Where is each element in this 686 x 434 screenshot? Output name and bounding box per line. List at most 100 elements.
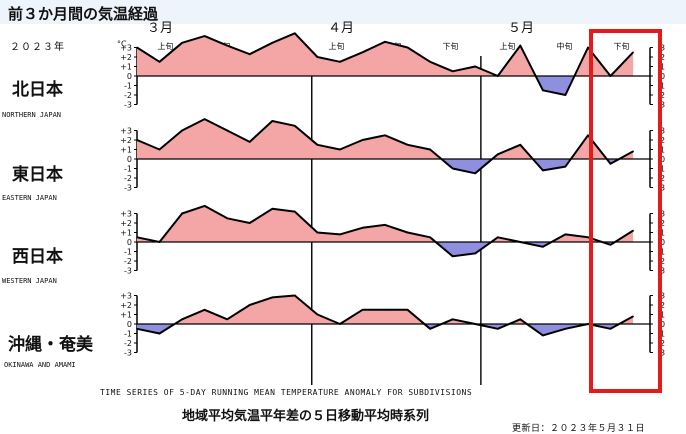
- data-point: [429, 236, 431, 239]
- y-tick-label: +2: [120, 53, 132, 62]
- data-point: [294, 125, 296, 127]
- right-tick-label: 1: [660, 248, 665, 257]
- data-point: [474, 65, 477, 68]
- data-point: [316, 56, 319, 58]
- data-point: [248, 222, 251, 224]
- region-name-en: EASTERN JAPAN: [2, 194, 57, 202]
- title-bar: 前３か月間の気温経過: [0, 0, 686, 24]
- data-point: [339, 233, 341, 236]
- right-tick-label: 3: [660, 267, 665, 276]
- period-label: 下旬: [443, 41, 459, 51]
- data-point: [474, 252, 477, 255]
- highlight-box: [589, 29, 662, 393]
- right-tick-label: 1: [660, 330, 665, 339]
- data-point: [226, 129, 228, 132]
- positive-anomaly-area: [137, 205, 436, 242]
- positive-anomaly-area: [570, 135, 607, 159]
- data-point: [181, 318, 183, 321]
- data-point: [632, 51, 634, 54]
- updated-date: 更新日：２０２３年５月３１日: [512, 424, 646, 434]
- data-point: [406, 231, 409, 234]
- y-tick-label: -3: [124, 184, 132, 193]
- region-name-ja: 東日本: [12, 164, 63, 185]
- right-tick-label: 2: [660, 136, 665, 145]
- negative-anomaly-area: [532, 159, 571, 171]
- page-title: 前３か月間の気温経過: [8, 5, 159, 23]
- data-point: [361, 139, 364, 141]
- right-tick-label: 1: [660, 82, 665, 91]
- data-point: [542, 334, 544, 337]
- data-point: [542, 246, 544, 248]
- data-point: [384, 134, 386, 137]
- right-tick-label: 2: [660, 339, 665, 348]
- data-point: [587, 46, 589, 49]
- data-point: [203, 205, 206, 207]
- right-tick-label: 3: [660, 127, 665, 136]
- negative-anomaly-area: [441, 159, 493, 174]
- data-point: [474, 323, 477, 325]
- positive-anomaly-area: [137, 119, 442, 159]
- right-tick-label: 3: [660, 101, 665, 110]
- data-point: [271, 120, 274, 122]
- region-name-ja: 西日本: [12, 246, 63, 267]
- month-label: ３月: [147, 21, 173, 36]
- data-point: [632, 315, 634, 318]
- y-tick-label: +2: [120, 136, 132, 145]
- data-point: [429, 61, 431, 63]
- data-point: [181, 129, 183, 132]
- month-label: ５月: [508, 21, 534, 36]
- y-tick-label: 0: [127, 238, 132, 247]
- data-point: [339, 61, 341, 63]
- data-point: [248, 141, 251, 143]
- right-tick-label: 3: [660, 184, 665, 193]
- right-tick-label: 2: [660, 219, 665, 228]
- period-label: 中旬: [557, 41, 573, 51]
- right-tick-label: 2: [660, 257, 665, 266]
- data-point: [203, 118, 206, 120]
- y-tick-label: -3: [124, 267, 132, 276]
- right-tick-label: 3: [660, 210, 665, 219]
- data-point: [451, 70, 454, 73]
- period-label: 上旬: [158, 41, 174, 51]
- data-point: [316, 313, 319, 316]
- data-point: [564, 233, 567, 236]
- region-name-en: NORTHERN JAPAN: [2, 111, 61, 119]
- data-point: [226, 44, 228, 47]
- data-point: [519, 318, 522, 321]
- y-tick-label: -1: [124, 248, 132, 257]
- data-point: [226, 217, 228, 220]
- data-point: [497, 153, 499, 156]
- data-point: [203, 35, 206, 37]
- y-tick-label: -1: [124, 165, 132, 174]
- y-tick-label: -3: [124, 349, 132, 358]
- right-tick-label: 2: [660, 301, 665, 310]
- right-tick-label: 3: [660, 349, 665, 358]
- right-tick-label: 1: [660, 229, 665, 238]
- data-point: [294, 210, 296, 213]
- data-point: [136, 328, 138, 330]
- right-tick-label: 3: [660, 292, 665, 301]
- data-point: [587, 236, 589, 239]
- y-tick-label: -2: [124, 174, 132, 183]
- data-point: [609, 75, 612, 77]
- region-name-ja: 北日本: [12, 79, 63, 100]
- data-point: [361, 51, 364, 54]
- data-point: [632, 150, 634, 153]
- data-point: [136, 139, 138, 141]
- data-point: [158, 148, 161, 151]
- y-tick-label: +3: [120, 292, 132, 301]
- right-tick-label: 1: [660, 146, 665, 155]
- y-tick-label: +1: [120, 311, 132, 320]
- data-point: [519, 241, 522, 243]
- right-tick-label: 2: [660, 91, 665, 100]
- data-point: [609, 328, 612, 330]
- data-point: [609, 244, 612, 246]
- right-tick-label: 2: [660, 53, 665, 62]
- data-point: [474, 172, 477, 175]
- data-point: [271, 208, 274, 210]
- right-tick-label: 0: [660, 320, 665, 329]
- data-point: [158, 61, 161, 63]
- data-point: [271, 42, 274, 44]
- data-point: [316, 144, 319, 146]
- data-point: [181, 42, 183, 44]
